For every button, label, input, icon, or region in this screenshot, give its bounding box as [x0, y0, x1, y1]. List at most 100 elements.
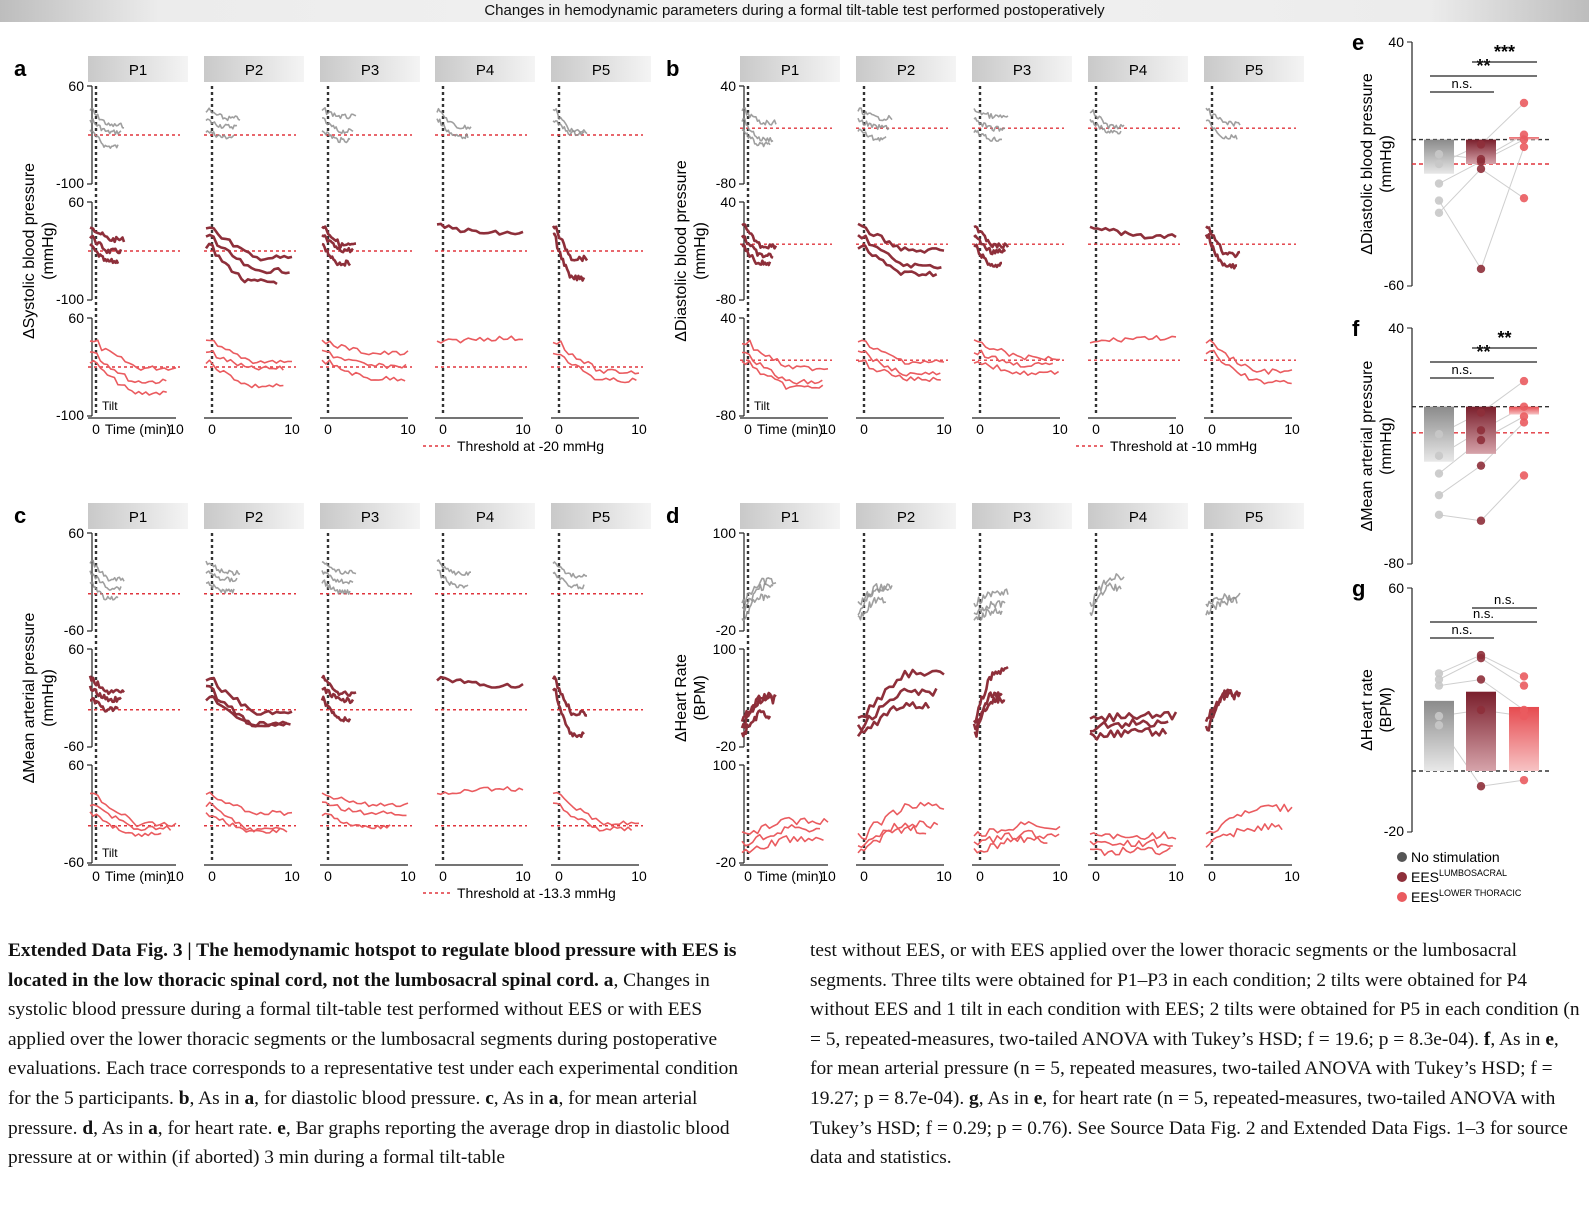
data-point	[1434, 208, 1444, 217]
participant-strip	[88, 503, 188, 529]
participant-strip	[204, 503, 304, 529]
trace-line	[205, 233, 290, 275]
trace-line	[857, 339, 945, 365]
y-tick-label: -60	[64, 622, 84, 638]
x-tick-label: 0	[555, 868, 563, 884]
trace-line	[1205, 107, 1241, 127]
trace-line	[552, 571, 585, 590]
y-tick-label: 60	[68, 310, 84, 326]
trace-line	[205, 570, 238, 583]
data-point	[1434, 196, 1444, 205]
data-point	[1434, 490, 1444, 500]
trace-line	[205, 812, 281, 834]
caption-panel-ref: e	[277, 1117, 286, 1139]
trace-line	[1205, 803, 1293, 835]
data-point	[1519, 711, 1529, 721]
y-tick-label: 60	[68, 78, 84, 94]
caption-panel-ref: d	[82, 1117, 94, 1139]
trace-line	[436, 335, 524, 344]
trace-line	[89, 339, 177, 371]
caption-text: test without EES, or with EES applied ov…	[810, 940, 1580, 1050]
participant-label: P1	[129, 509, 147, 526]
y-axis-label: ΔMean arterial pressure (mmHg)	[1359, 361, 1395, 532]
trace-line	[552, 802, 633, 832]
legend-swatch	[1397, 892, 1407, 902]
trace-line	[1089, 335, 1177, 344]
panel-letter: b	[666, 56, 679, 81]
trace-line	[205, 695, 291, 728]
trace-line	[1204, 691, 1239, 732]
trace-line	[973, 225, 1010, 249]
participant-label: P1	[781, 509, 799, 526]
x-tick-label: 0	[1208, 421, 1216, 437]
significance-label: **	[1476, 56, 1490, 76]
x-tick-label: 0	[208, 421, 216, 437]
y-tick-label: 60	[68, 757, 84, 773]
significance-label: n.s.	[1452, 362, 1473, 377]
trace-line	[321, 242, 352, 267]
y-tick-label: -60	[64, 854, 84, 870]
x-tick-label: 10	[284, 868, 300, 884]
trace-line	[741, 117, 774, 143]
participant-label: P1	[129, 62, 147, 79]
trace-line	[89, 803, 172, 832]
trace-line	[89, 559, 125, 582]
data-point	[1434, 159, 1444, 169]
trace-line	[205, 226, 293, 262]
legend-label: EESLOWER THORACIC	[1411, 888, 1522, 905]
y-tick-label: 60	[68, 525, 84, 541]
caption-title: Extended Data Fig. 3 | The hemodynamic h…	[8, 940, 737, 991]
trace-line	[552, 120, 585, 137]
trace-line	[973, 349, 1054, 368]
data-point	[1476, 705, 1486, 715]
y-axis-label: ΔMean arterial pressure (mmHg)	[21, 613, 57, 784]
trace-line	[973, 588, 1009, 608]
participant-strip	[320, 56, 420, 82]
x-tick-label: 0	[439, 868, 447, 884]
trace-line	[857, 107, 893, 122]
participant-label: P3	[361, 62, 379, 79]
trace-line	[89, 117, 122, 136]
participant-strip	[1204, 503, 1304, 529]
significance-label: ***	[1494, 42, 1515, 62]
trace-line	[1089, 573, 1125, 607]
trace-line	[551, 225, 589, 263]
trace-line	[551, 675, 588, 717]
participant-label: P4	[476, 509, 494, 526]
y-tick-label: -60	[1384, 277, 1404, 293]
trace-line	[740, 243, 772, 267]
participant-label: P3	[1013, 509, 1031, 526]
data-point	[1476, 140, 1486, 149]
bar-panel-e: e 40 -60 ΔDiastolic blood pressure (mmHg) n.s…	[1352, 30, 1550, 293]
significance-label: n.s.	[1473, 606, 1494, 621]
y-tick-label: -80	[716, 407, 736, 423]
trace-line	[972, 666, 1009, 724]
data-point	[1519, 402, 1529, 411]
legend: No stimulation EESLUMBOSACRAL EESLOWER THO…	[1397, 849, 1522, 905]
trace-line	[741, 835, 824, 854]
data-point	[1519, 681, 1529, 690]
x-tick-label: 10	[1052, 868, 1068, 884]
x-tick-label: 10	[1284, 421, 1300, 437]
trace-line	[857, 668, 945, 720]
y-tick-label: -100	[56, 291, 84, 307]
trace-line	[205, 581, 235, 594]
data-point	[1519, 672, 1529, 681]
trace-line	[321, 579, 351, 595]
trace-line	[552, 108, 588, 135]
x-tick-label: 0	[92, 868, 100, 884]
trace-line	[973, 600, 1006, 616]
x-tick-label: 0	[976, 421, 984, 437]
trace-line	[321, 359, 406, 382]
legend-label: No stimulation	[1411, 849, 1500, 865]
panel-b: b P1 P2 P3 P4 P5 40 -80 40 -80 40 -80 ΔDiastolic blo…	[666, 56, 1304, 454]
x-tick-label: 0	[1092, 421, 1100, 437]
trace-line	[1204, 233, 1238, 270]
participant-label: P2	[245, 62, 263, 79]
trace-line	[973, 360, 1060, 376]
trace-line	[436, 559, 471, 576]
y-tick-label: -80	[1384, 555, 1404, 571]
